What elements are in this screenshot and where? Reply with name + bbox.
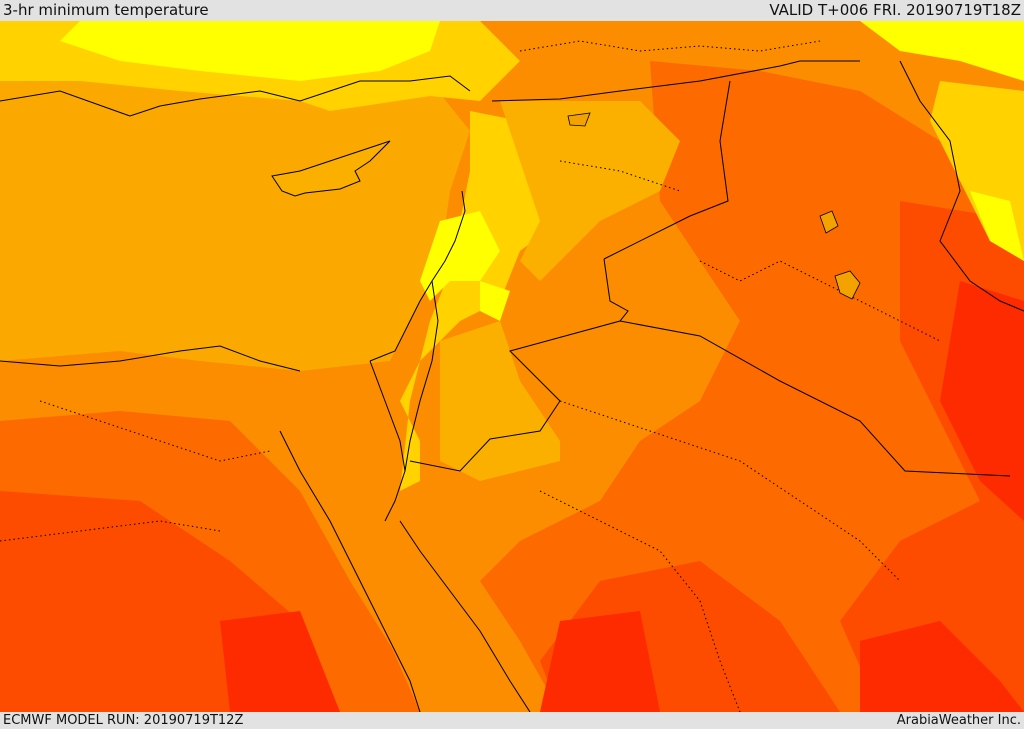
temp-band-syria-amber [500,101,680,281]
coastline-red-sea-west [279,430,421,712]
lake-assad [567,112,591,127]
admin-boundary-saudi-2 [539,490,741,712]
coastline-red-sea-east [399,520,531,712]
temp-band-africa-deep-red [220,611,340,712]
temp-band-deep-red [940,281,1024,521]
valid-time-label: VALID T+006 FRI. 20190719T18Z [769,1,1021,19]
temp-band-ne-yellow [970,191,1024,261]
border-iraq-iran [899,60,1024,312]
admin-boundary-egypt [39,400,271,462]
temp-band-deep-red-se [860,621,1024,712]
map-header: 3-hr minimum temperature VALID T+006 FRI… [0,0,1024,21]
border-jordan-west [404,280,439,472]
cyprus-island [271,140,391,197]
temp-band-levant-yellow [420,211,500,301]
temp-band-north-yellow-2 [860,21,1024,81]
border-turkey-syria [491,60,860,102]
temp-band-red-sea-coast [380,541,520,712]
temp-band-sea [0,61,470,371]
temp-band-dark-orange-east [480,61,1024,712]
admin-boundary-turkey [519,40,821,52]
lake-habbaniyah [819,210,839,234]
border-saudi-iraq [619,320,1011,477]
temp-band-north-yellow [60,21,440,81]
coastline-turkey-south [0,75,471,117]
model-run-label: ECMWF MODEL RUN: 20190719T12Z [3,713,244,728]
temp-band-deep-red-south [540,611,660,712]
coastline-egypt-north [0,345,301,372]
map-title: 3-hr minimum temperature [3,1,209,19]
border-jordan-iraq-saudi [409,258,629,472]
map-footer: ECMWF MODEL RUN: 20190719T12Z ArabiaWeat… [0,712,1024,729]
border-egypt-israel [369,360,406,522]
border-syria-iraq [603,80,731,260]
admin-boundary-saudi [559,400,901,582]
temp-band-levant-yellow-2 [480,281,510,321]
temp-band-sinai [300,391,420,541]
temperature-map [0,21,1024,712]
temp-band-jordan-amber [440,321,560,481]
credit-label: ArabiaWeather Inc. [896,713,1021,728]
lake-tharthar [834,270,861,300]
